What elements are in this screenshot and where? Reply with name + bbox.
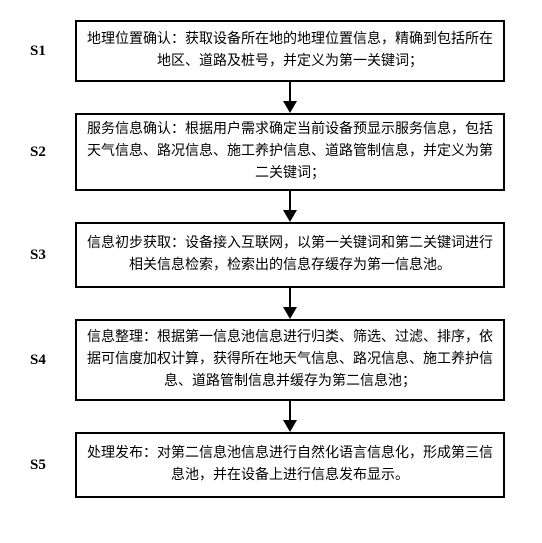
flowchart-canvas: S1 地理位置确认：获取设备所在地的地理位置信息，精确到包括所在地区、道路及桩号，… bbox=[0, 0, 542, 543]
arrow-head-icon bbox=[283, 420, 297, 432]
step-text: 信息整理：根据第一信息池信息进行归类、筛选、过滤、排序，依据可信度加权计算，获得… bbox=[87, 327, 493, 392]
arrow-head-icon bbox=[283, 307, 297, 319]
step-label-s5: S5 bbox=[30, 457, 46, 474]
step-text: 信息初步获取：设备接入互联网，以第一关键词和第二关键词进行相关信息检索，检索出的… bbox=[87, 233, 493, 276]
arrow-line bbox=[289, 191, 291, 212]
step-box-s4: 信息整理：根据第一信息池信息进行归类、筛选、过滤、排序，依据可信度加权计算，获得… bbox=[75, 319, 505, 401]
step-box-s3: 信息初步获取：设备接入互联网，以第一关键词和第二关键词进行相关信息检索，检索出的… bbox=[75, 222, 505, 288]
arrow-head-icon bbox=[283, 101, 297, 113]
step-box-s2: 服务信息确认：根据用户需求确定当前设备预显示服务信息，包括天气信息、路况信息、施… bbox=[75, 113, 505, 191]
arrow-line bbox=[289, 401, 291, 422]
step-text: 服务信息确认：根据用户需求确定当前设备预显示服务信息，包括天气信息、路况信息、施… bbox=[87, 119, 493, 184]
step-label-s3: S3 bbox=[30, 247, 46, 264]
arrow-line bbox=[289, 288, 291, 309]
step-label-s4: S4 bbox=[30, 352, 46, 369]
step-label-s2: S2 bbox=[30, 144, 46, 161]
step-label-s1: S1 bbox=[30, 43, 46, 60]
step-box-s1: 地理位置确认：获取设备所在地的地理位置信息，精确到包括所在地区、道路及桩号，并定… bbox=[75, 20, 505, 82]
step-text: 地理位置确认：获取设备所在地的地理位置信息，精确到包括所在地区、道路及桩号，并定… bbox=[87, 29, 493, 72]
arrow-line bbox=[289, 82, 291, 103]
step-text: 处理发布：对第二信息池信息进行自然化语言信息化，形成第三信息池，并在设备上进行信… bbox=[87, 443, 493, 486]
step-box-s5: 处理发布：对第二信息池信息进行自然化语言信息化，形成第三信息池，并在设备上进行信… bbox=[75, 432, 505, 498]
arrow-head-icon bbox=[283, 210, 297, 222]
